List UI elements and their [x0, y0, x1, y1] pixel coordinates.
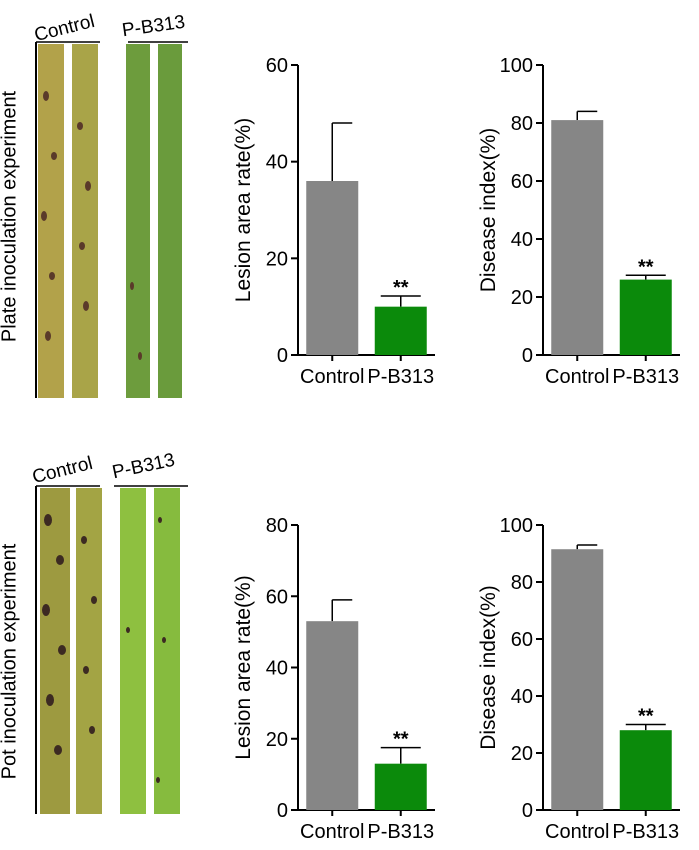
y-tick-label: 100	[500, 515, 533, 537]
y-tick-label: 80	[266, 515, 288, 537]
y-tick-label: 0	[277, 800, 288, 822]
x-tick-label: P-B313	[367, 821, 434, 843]
y-tick-label: 0	[522, 345, 533, 367]
chart-pot-lesion: Lesion area rate(%) 0 20 40 60 80 Control P-B31…	[232, 515, 435, 843]
y-axis-label: Lesion area rate(%)	[232, 118, 255, 302]
y-axis-label: Disease index(%)	[477, 585, 500, 750]
chart-pot-disease: Disease index(%) 0 20 40 60 80 100 Control P-B31…	[477, 515, 680, 843]
y-tick-label: 20	[511, 287, 533, 309]
x-tick-label: Control	[545, 366, 609, 388]
row-label-pot: Pot inoculation experiment	[0, 543, 21, 780]
bar-p-b313	[619, 279, 672, 355]
chart-plate-lesion: Lesion area rate(%) 0 20 40 60 Control P-B313 *…	[232, 55, 435, 388]
y-tick-label: 60	[511, 171, 533, 193]
y-tick-label: 80	[511, 113, 533, 135]
y-tick-label: 20	[511, 743, 533, 765]
bar-p-b313	[374, 306, 427, 355]
y-tick-label: 60	[266, 55, 288, 77]
y-tick-label: 40	[511, 229, 533, 251]
chart-plate-disease: Disease index(%) 0 20 40 60 80 100 Control P-B31…	[477, 55, 680, 388]
y-tick-label: 20	[266, 248, 288, 270]
x-tick-label: Control	[545, 821, 609, 843]
y-tick-label: 20	[266, 729, 288, 751]
bar-control	[306, 621, 359, 810]
leaf-photo-plate	[35, 41, 188, 398]
y-tick-label: 100	[500, 55, 533, 77]
row-label-plate: Plate inoculation experiment	[0, 90, 21, 343]
y-axis-label: Lesion area rate(%)	[232, 575, 255, 759]
y-tick-label: 0	[522, 800, 533, 822]
y-tick-label: 40	[511, 686, 533, 708]
y-tick-label: 40	[266, 658, 288, 680]
bar-p-b313	[374, 763, 427, 810]
significance-marker: **	[393, 729, 409, 751]
significance-marker: **	[638, 256, 654, 278]
x-tick-label: Control	[300, 366, 364, 388]
significance-marker: **	[393, 277, 409, 299]
bar-p-b313	[619, 730, 672, 810]
bar-control	[551, 120, 604, 355]
x-tick-label: P-B313	[612, 366, 679, 388]
x-tick-label: Control	[300, 821, 364, 843]
bar-control	[306, 181, 359, 355]
leaf-photo-pot	[35, 485, 188, 814]
x-tick-label: P-B313	[367, 366, 434, 388]
y-tick-label: 0	[277, 345, 288, 367]
y-tick-label: 80	[511, 572, 533, 594]
x-tick-label: P-B313	[612, 821, 679, 843]
y-tick-label: 60	[511, 629, 533, 651]
y-tick-label: 40	[266, 152, 288, 174]
significance-marker: **	[638, 706, 654, 728]
y-axis-label: Disease index(%)	[477, 128, 500, 293]
y-tick-label: 60	[266, 586, 288, 608]
bar-control	[551, 549, 604, 810]
